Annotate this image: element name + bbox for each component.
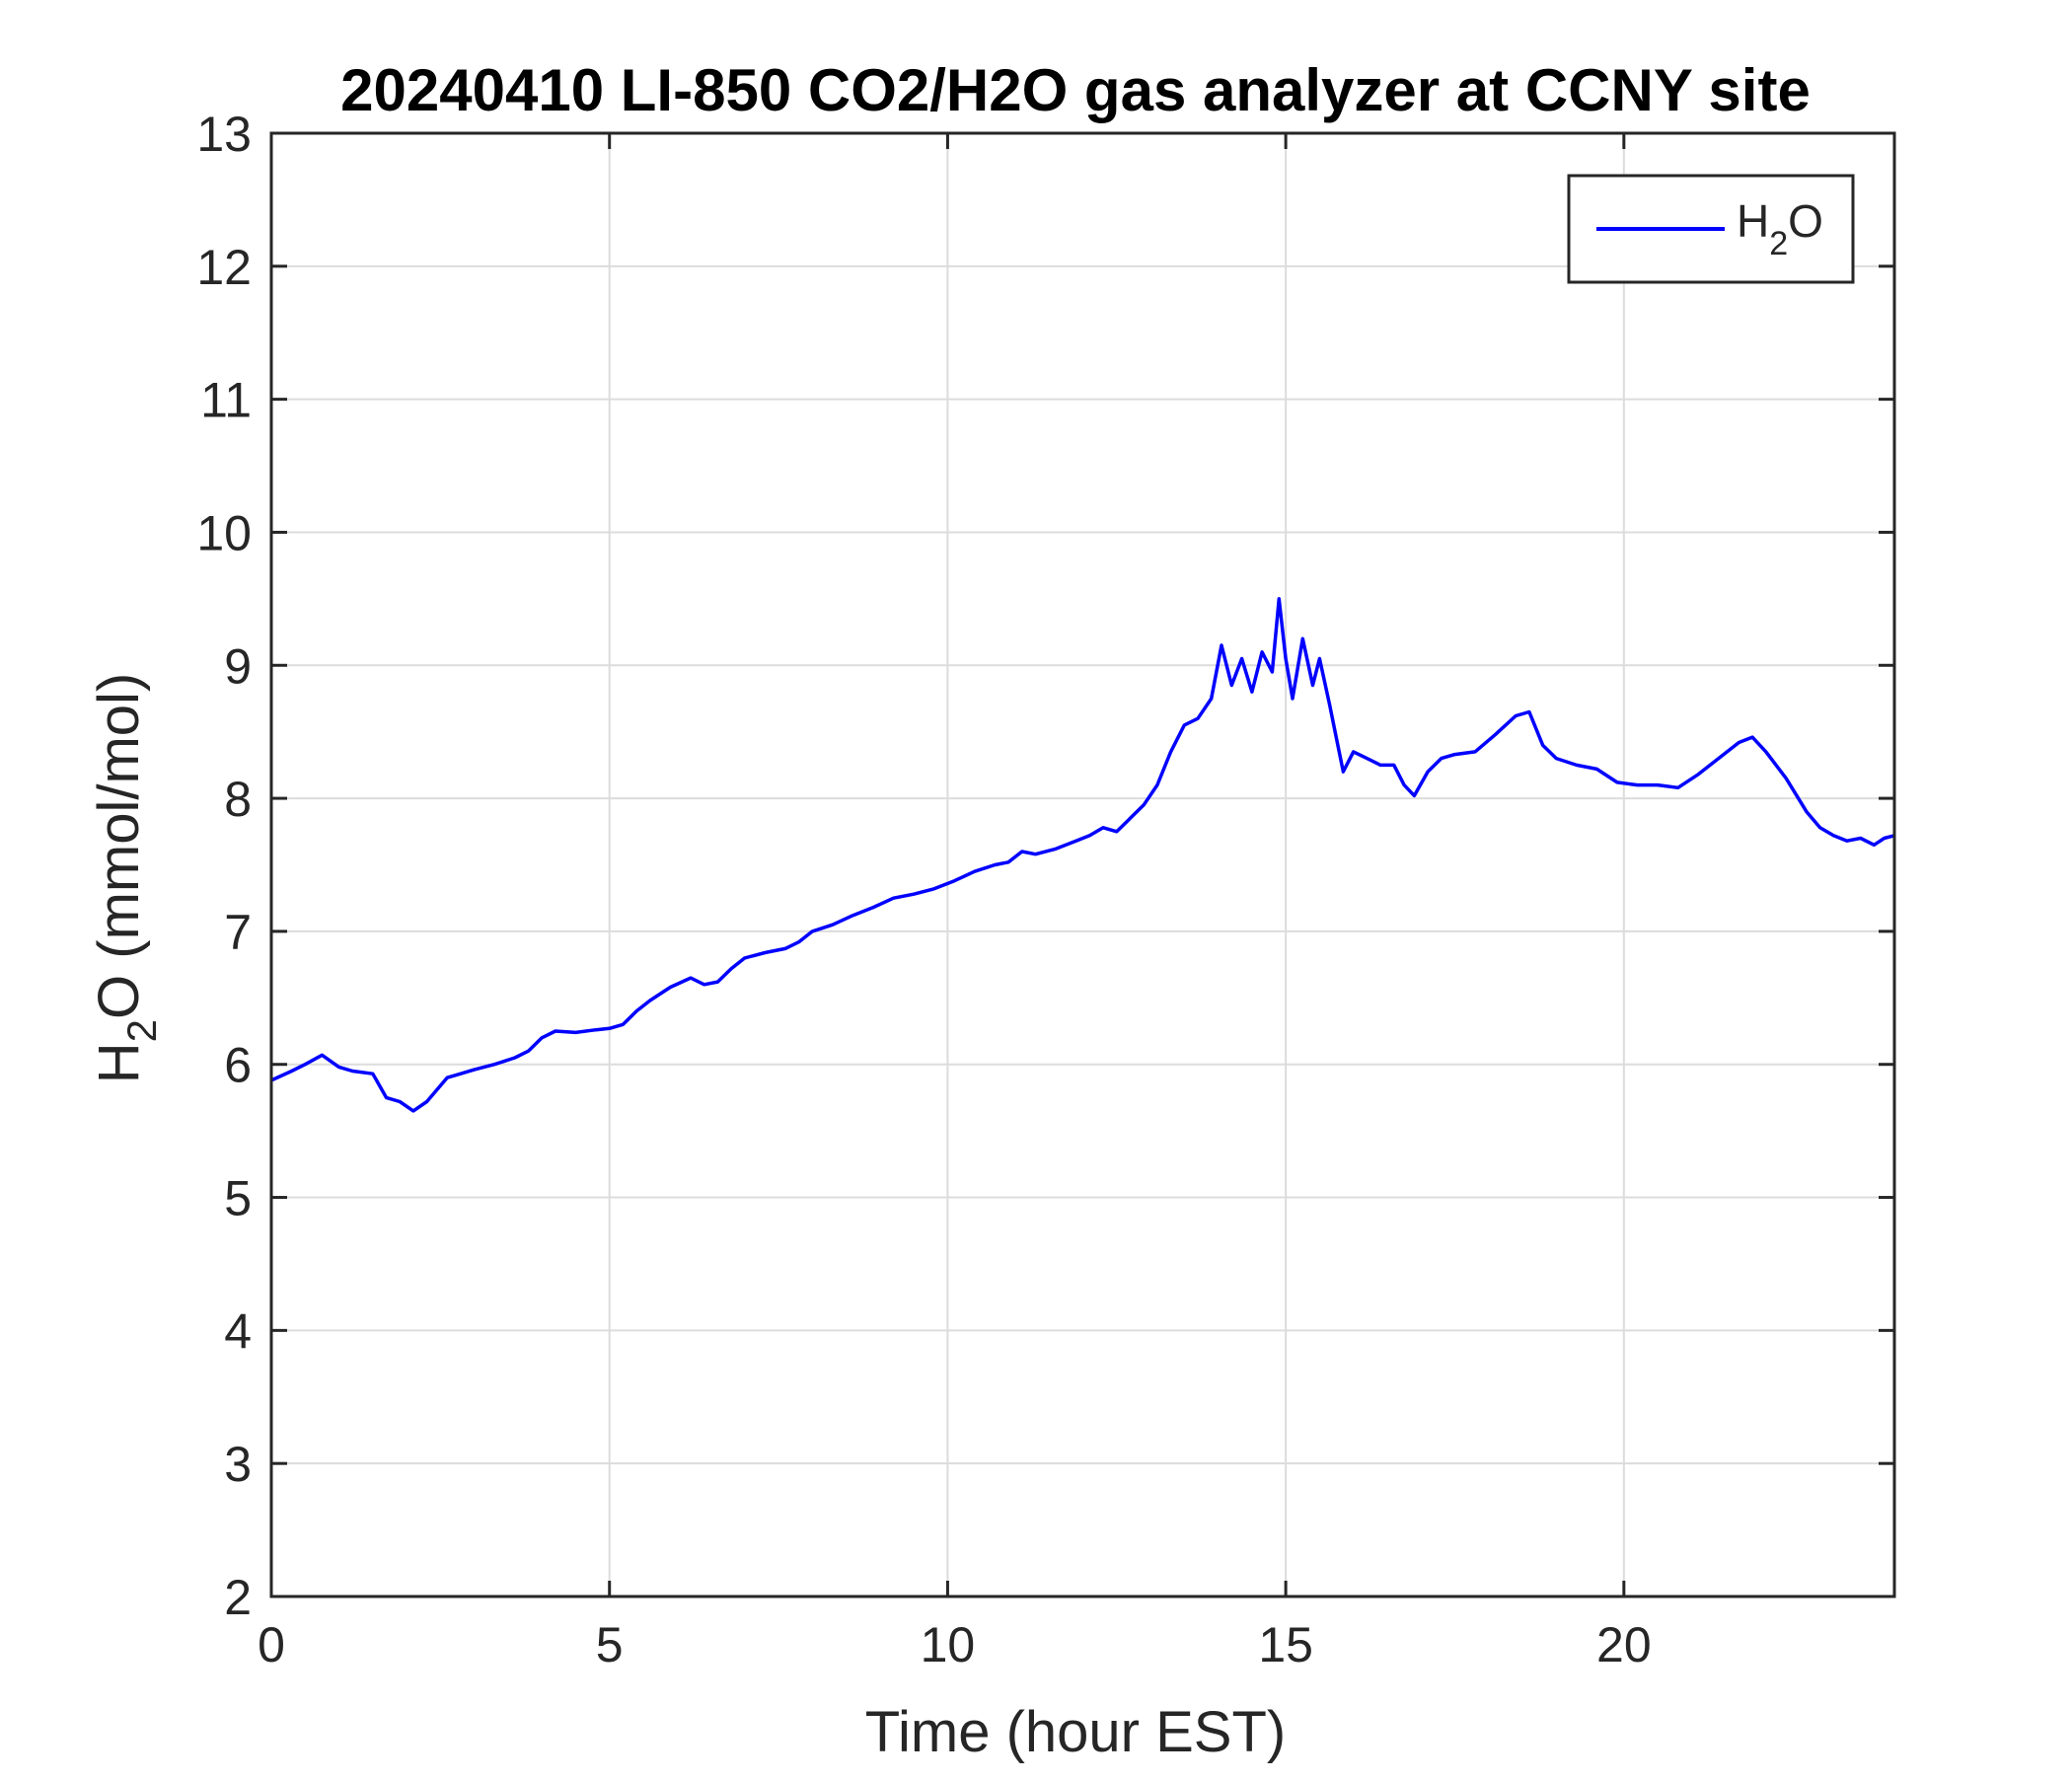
- ticks: 0 5 10 15 20 2 3 4 5 6 7 8 9 10 11 12 13: [196, 107, 1894, 1672]
- x-tick-label: 0: [258, 1617, 285, 1672]
- y-tick-label: 6: [224, 1038, 252, 1093]
- x-tick-label: 5: [596, 1617, 624, 1672]
- y-tick-label: 11: [200, 373, 252, 428]
- y-tick-label: 9: [224, 638, 252, 694]
- legend-label-subscript: 2: [1769, 225, 1788, 262]
- x-tick-label: 10: [921, 1617, 976, 1672]
- y-tick-label: 12: [196, 240, 252, 295]
- y-tick-label: 3: [224, 1437, 252, 1492]
- plot-frame: [269, 131, 1896, 1598]
- legend: H2O: [1567, 174, 1855, 284]
- y-tick-label: 4: [224, 1303, 252, 1359]
- legend-label-h2o: H2O: [1737, 195, 1823, 262]
- y-axis-label-rest: O (mmol/mol): [87, 673, 151, 1019]
- y-tick-label: 7: [224, 905, 252, 960]
- chart-title: 20240410 LI-850 CO2/H2O gas analyzer at …: [340, 57, 1811, 123]
- y-tick-label: 10: [196, 505, 252, 560]
- x-axis-label: Time (hour EST): [865, 1700, 1286, 1764]
- y-tick-label: 8: [224, 772, 252, 827]
- series-layer: [270, 597, 1895, 1113]
- y-axis-label: H2O (mmol/mol): [87, 673, 165, 1083]
- y-tick-label: 2: [224, 1570, 252, 1625]
- y-axis-label-subscript: 2: [118, 1019, 165, 1042]
- x-tick-label: 15: [1258, 1617, 1313, 1672]
- y-tick-label: 5: [224, 1171, 252, 1226]
- grid: [270, 132, 1894, 1597]
- y-tick-label: 13: [196, 107, 252, 162]
- x-tick-label: 20: [1596, 1617, 1652, 1672]
- legend-label-main: H: [1737, 195, 1769, 247]
- y-axis-label-main: H: [87, 1042, 151, 1083]
- series-line-h2o: [270, 597, 1895, 1113]
- legend-label-rest: O: [1788, 195, 1823, 247]
